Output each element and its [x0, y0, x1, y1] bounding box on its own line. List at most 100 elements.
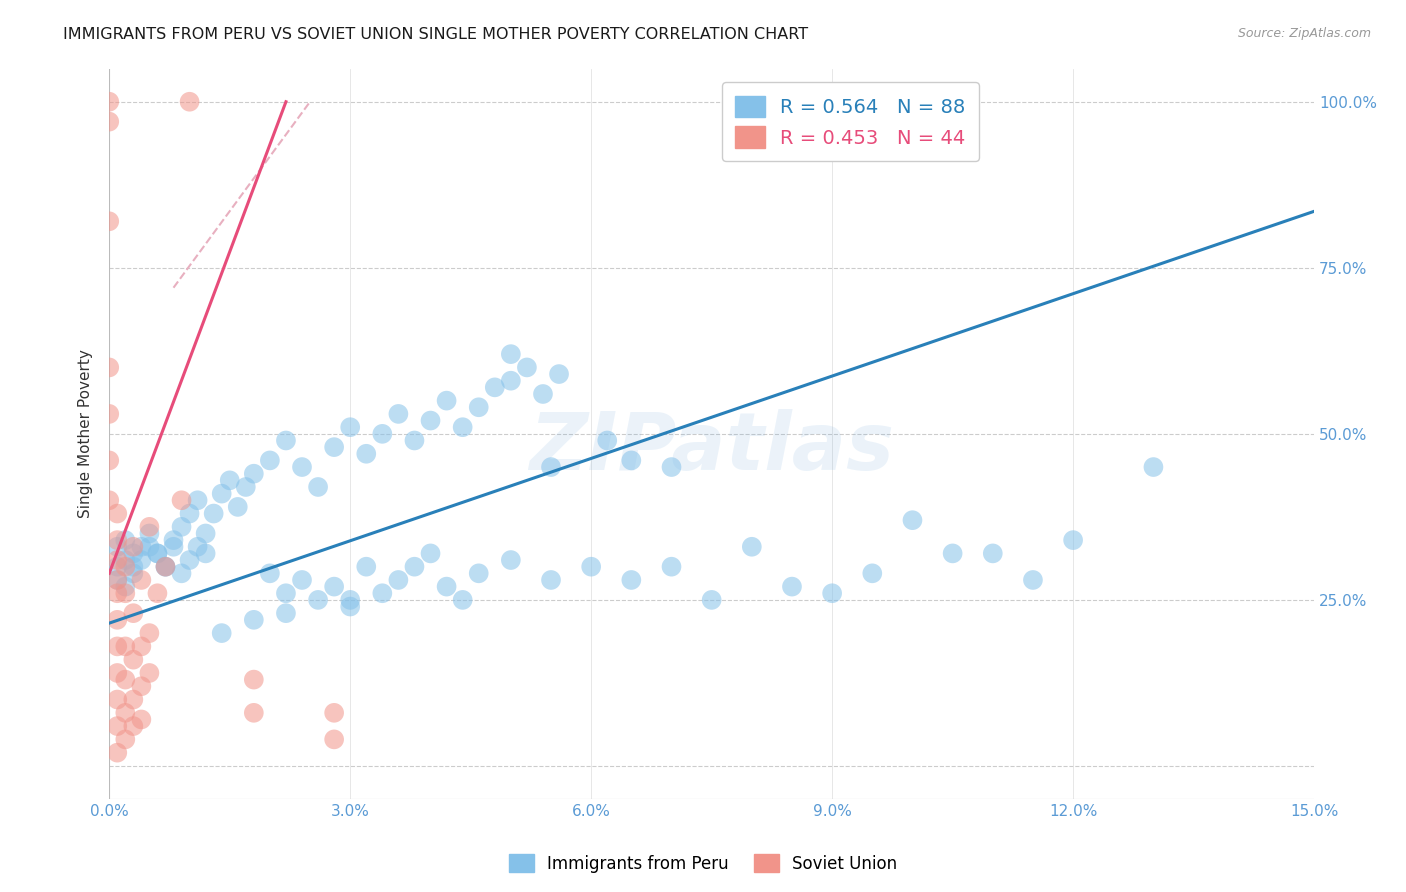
Point	[138, 520, 160, 534]
Point	[531, 387, 554, 401]
Point	[436, 393, 458, 408]
Point	[202, 507, 225, 521]
Point	[451, 420, 474, 434]
Point	[105, 507, 128, 521]
Point	[387, 573, 409, 587]
Point	[901, 513, 924, 527]
Point	[105, 746, 128, 760]
Legend: R = 0.564   N = 88, R = 0.453   N = 44: R = 0.564 N = 88, R = 0.453 N = 44	[721, 82, 979, 161]
Point	[259, 566, 281, 581]
Point	[1062, 533, 1084, 548]
Point	[387, 407, 409, 421]
Point	[821, 586, 844, 600]
Point	[138, 540, 160, 554]
Point	[155, 559, 177, 574]
Point	[194, 546, 217, 560]
Point	[170, 566, 193, 581]
Point	[499, 374, 522, 388]
Point	[371, 426, 394, 441]
Point	[274, 434, 297, 448]
Point	[98, 453, 121, 467]
Point	[122, 546, 145, 560]
Point	[339, 420, 361, 434]
Point	[114, 586, 136, 600]
Point	[942, 546, 965, 560]
Point	[451, 593, 474, 607]
Point	[170, 493, 193, 508]
Point	[138, 526, 160, 541]
Point	[179, 95, 201, 109]
Point	[122, 653, 145, 667]
Point	[661, 460, 683, 475]
Point	[131, 573, 153, 587]
Point	[499, 553, 522, 567]
Y-axis label: Single Mother Poverty: Single Mother Poverty	[79, 350, 93, 518]
Point	[235, 480, 257, 494]
Point	[98, 360, 121, 375]
Point	[122, 559, 145, 574]
Point	[114, 673, 136, 687]
Point	[155, 559, 177, 574]
Point	[114, 580, 136, 594]
Point	[155, 559, 177, 574]
Text: IMMIGRANTS FROM PERU VS SOVIET UNION SINGLE MOTHER POVERTY CORRELATION CHART: IMMIGRANTS FROM PERU VS SOVIET UNION SIN…	[63, 27, 808, 42]
Point	[596, 434, 619, 448]
Point	[114, 640, 136, 654]
Point	[323, 440, 346, 454]
Point	[274, 606, 297, 620]
Point	[146, 546, 169, 560]
Point	[98, 95, 121, 109]
Point	[211, 626, 233, 640]
Point	[131, 640, 153, 654]
Point	[869, 95, 891, 109]
Point	[307, 480, 329, 494]
Point	[942, 95, 965, 109]
Point	[356, 559, 378, 574]
Point	[274, 586, 297, 600]
Point	[98, 407, 121, 421]
Point	[105, 640, 128, 654]
Point	[122, 606, 145, 620]
Point	[194, 526, 217, 541]
Point	[105, 692, 128, 706]
Point	[122, 692, 145, 706]
Point	[179, 553, 201, 567]
Point	[243, 467, 266, 481]
Text: ZIPatlas: ZIPatlas	[529, 409, 894, 487]
Point	[131, 713, 153, 727]
Point	[105, 719, 128, 733]
Point	[323, 706, 346, 720]
Point	[339, 593, 361, 607]
Point	[741, 540, 763, 554]
Point	[146, 586, 169, 600]
Point	[404, 434, 426, 448]
Point	[131, 540, 153, 554]
Point	[105, 540, 128, 554]
Point	[131, 553, 153, 567]
Point	[105, 533, 128, 548]
Point	[780, 580, 803, 594]
Point	[436, 580, 458, 594]
Point	[291, 460, 314, 475]
Point	[98, 114, 121, 128]
Point	[620, 453, 643, 467]
Point	[1142, 460, 1164, 475]
Point	[371, 586, 394, 600]
Point	[620, 573, 643, 587]
Point	[114, 553, 136, 567]
Point	[540, 460, 562, 475]
Point	[243, 673, 266, 687]
Point	[98, 493, 121, 508]
Point	[323, 732, 346, 747]
Point	[291, 573, 314, 587]
Point	[661, 559, 683, 574]
Point	[339, 599, 361, 614]
Point	[981, 546, 1004, 560]
Point	[499, 347, 522, 361]
Point	[105, 559, 128, 574]
Point	[146, 546, 169, 560]
Point	[187, 493, 209, 508]
Point	[323, 580, 346, 594]
Point	[105, 573, 128, 587]
Point	[226, 500, 249, 514]
